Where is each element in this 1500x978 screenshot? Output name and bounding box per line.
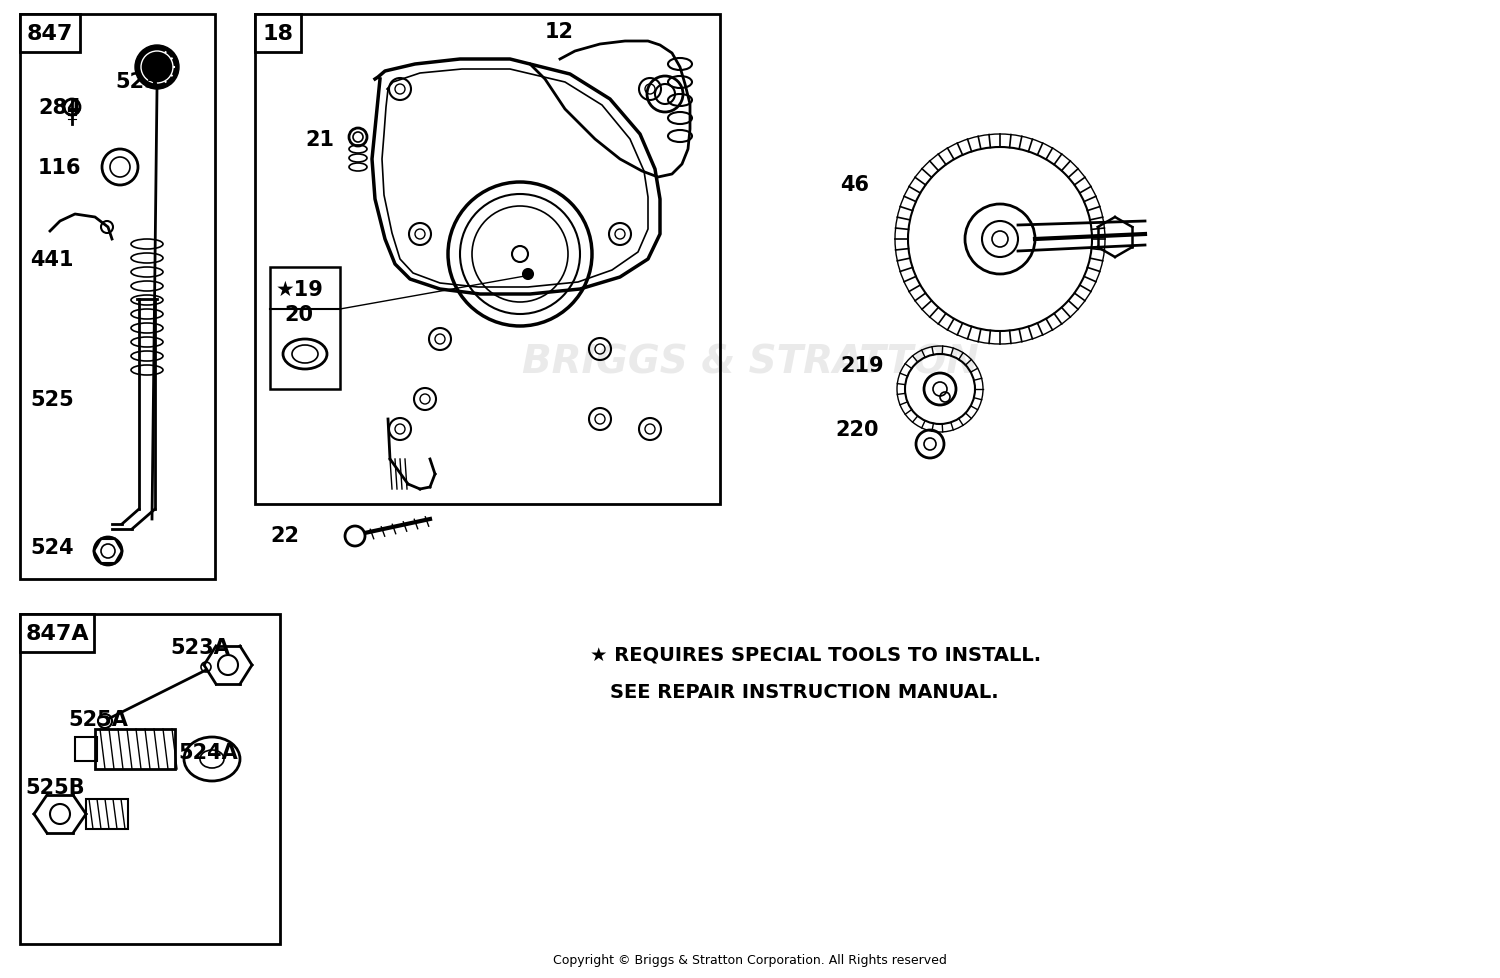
Bar bbox=[86, 799, 128, 829]
Text: 12: 12 bbox=[544, 22, 574, 42]
Text: 847: 847 bbox=[27, 24, 74, 44]
Text: ★19: ★19 bbox=[276, 280, 324, 299]
Text: 20: 20 bbox=[284, 305, 314, 325]
Text: 22: 22 bbox=[270, 525, 298, 546]
Text: ★ REQUIRES SPECIAL TOOLS TO INSTALL.: ★ REQUIRES SPECIAL TOOLS TO INSTALL. bbox=[590, 645, 1041, 664]
Text: 21: 21 bbox=[304, 130, 334, 150]
Text: 847A: 847A bbox=[26, 623, 88, 644]
Text: 46: 46 bbox=[840, 175, 868, 195]
Circle shape bbox=[524, 270, 532, 280]
Text: 525B: 525B bbox=[26, 778, 84, 797]
Circle shape bbox=[135, 46, 178, 90]
Text: Copyright © Briggs & Stratton Corporation. All Rights reserved: Copyright © Briggs & Stratton Corporatio… bbox=[554, 954, 946, 966]
Bar bbox=[75, 737, 98, 761]
Bar bbox=[94, 730, 176, 770]
Text: 523A: 523A bbox=[170, 638, 230, 657]
Text: 525A: 525A bbox=[68, 709, 128, 730]
Circle shape bbox=[345, 526, 364, 547]
Bar bbox=[255, 15, 720, 505]
Bar bbox=[270, 268, 340, 389]
Bar bbox=[20, 15, 214, 579]
Text: 523: 523 bbox=[116, 72, 159, 92]
Circle shape bbox=[141, 52, 172, 84]
Text: SEE REPAIR INSTRUCTION MANUAL.: SEE REPAIR INSTRUCTION MANUAL. bbox=[610, 683, 999, 702]
Text: 116: 116 bbox=[38, 157, 81, 178]
Text: 524A: 524A bbox=[178, 742, 237, 762]
Text: 220: 220 bbox=[836, 420, 879, 439]
Circle shape bbox=[64, 100, 80, 115]
Text: 441: 441 bbox=[30, 249, 74, 270]
Bar bbox=[20, 614, 280, 944]
Text: 525: 525 bbox=[30, 389, 74, 410]
Text: 524: 524 bbox=[30, 538, 74, 557]
Text: 284: 284 bbox=[38, 98, 81, 118]
Bar bbox=[20, 15, 80, 53]
Text: 18: 18 bbox=[262, 24, 294, 44]
Bar bbox=[20, 614, 94, 652]
Text: BRIGGS & STRATTON: BRIGGS & STRATTON bbox=[522, 343, 978, 380]
Bar bbox=[255, 15, 302, 53]
Text: 219: 219 bbox=[840, 356, 884, 376]
